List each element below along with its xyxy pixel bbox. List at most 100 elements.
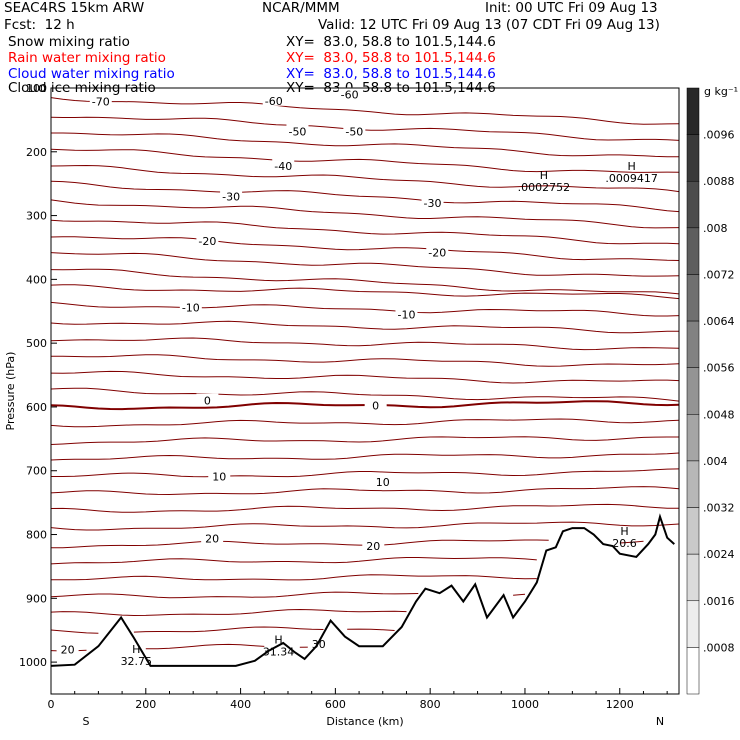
colorbar-unit: g kg⁻¹ xyxy=(704,85,738,98)
contour-label-bg xyxy=(262,93,285,106)
contour-labels: -70 -60 -60 -50 -50 -40 -30 -30 -20 -20 -10 -10 0 0 10… xyxy=(56,87,449,656)
valid-time: Valid: 12 UTC Fri 09 Aug 13 (07 CDT Fri … xyxy=(318,17,660,33)
extremum-value: 20.6 xyxy=(612,537,637,550)
colorbar-label: .0016 xyxy=(703,595,735,608)
contour-line xyxy=(51,468,680,478)
extremum-mark: H xyxy=(620,525,628,538)
colorbar-label: .0008 xyxy=(703,641,735,654)
x-tick-label: 0 xyxy=(48,698,55,711)
colorbar-swatch xyxy=(686,553,700,602)
contour-line xyxy=(50,452,680,461)
contour-label-bg xyxy=(201,531,224,544)
colorbar-label: .008 xyxy=(703,222,728,235)
contour-label: -30 xyxy=(222,190,240,203)
colorbar-label: .004 xyxy=(703,455,728,468)
y-axis-label: Pressure (hPa) xyxy=(4,352,17,431)
contour-label: 10 xyxy=(376,476,390,489)
contour-label: -40 xyxy=(274,160,292,173)
terrain-line xyxy=(50,513,675,667)
contour-line xyxy=(50,219,680,245)
x-tick-label: 600 xyxy=(325,698,346,711)
contour-label-bg xyxy=(272,158,295,171)
x-tick-label: 200 xyxy=(135,698,156,711)
y-tick-label: 200 xyxy=(26,146,47,159)
contour-line xyxy=(50,199,680,229)
contour-label: -60 xyxy=(265,95,283,108)
contour-line xyxy=(50,503,680,513)
colorbar-swatch xyxy=(686,507,700,555)
colorbar-swatch xyxy=(686,180,700,229)
colorbar-swatch xyxy=(686,367,700,415)
contour-label-bg xyxy=(208,469,231,482)
contour-line xyxy=(50,521,680,531)
contour-line xyxy=(50,284,680,300)
extremum-mark: H xyxy=(132,643,140,656)
x-axis-label: Distance (km) xyxy=(326,715,403,728)
y-tick-label: 700 xyxy=(26,465,47,478)
contour-label: 10 xyxy=(212,470,226,483)
x-tick-label: 400 xyxy=(230,698,251,711)
contour-line xyxy=(50,301,680,317)
temperature-contours xyxy=(50,97,680,652)
field-xy-cloud-water: XY= 83.0, 58.8 to 101.5,144.6 xyxy=(286,66,496,82)
contour-line xyxy=(50,268,680,295)
x-tick-label: 1000 xyxy=(511,698,539,711)
colorbar-label: .0056 xyxy=(703,362,735,375)
colorbar-swatch xyxy=(686,320,700,368)
contour-line xyxy=(50,418,680,428)
contour-label-bg xyxy=(362,539,385,552)
contour-label: 20 xyxy=(205,532,219,545)
contour-line xyxy=(50,236,680,261)
x-tick-label: 1200 xyxy=(606,698,634,711)
extremum-mark: H xyxy=(627,160,635,173)
contour-label: -10 xyxy=(182,301,200,314)
field-name-rain: Rain water mixing ratio xyxy=(8,50,166,66)
contour-line xyxy=(50,164,680,193)
contour-line xyxy=(50,436,679,445)
contour-label-bg xyxy=(421,195,444,208)
contour-label: -10 xyxy=(397,308,415,321)
model-title: SEAC4RS 15km ARW xyxy=(4,0,145,16)
contour-label: -20 xyxy=(198,235,216,248)
contour-label: -50 xyxy=(288,125,306,138)
colorbar-swatch xyxy=(686,414,700,462)
extremum-value: .0002752 xyxy=(518,181,571,194)
contour-line xyxy=(50,591,526,599)
colorbar-label: .0088 xyxy=(703,175,735,188)
contour-label-bg xyxy=(196,234,219,247)
y-tick-label: 100 xyxy=(26,82,47,95)
contour-label-bg xyxy=(426,245,449,258)
contour-label-bg xyxy=(179,300,202,313)
y-tick-label: 300 xyxy=(26,210,47,223)
extremum-value: 32.75 xyxy=(121,655,153,668)
y-axis: 1000 900 800 700 600 500 400 300 200 100 xyxy=(19,82,57,669)
contour-line xyxy=(51,354,680,367)
center-label: NCAR/MMM xyxy=(262,0,340,16)
colorbar-label: .0096 xyxy=(703,129,735,142)
x-axis: 0 200 400 600 800 1000 1200 xyxy=(48,688,668,711)
contour-line xyxy=(51,132,679,158)
forecast-hour: Fcst: 12 h xyxy=(4,17,75,33)
x-tick-label: 800 xyxy=(420,698,441,711)
contour-line xyxy=(50,486,680,496)
contour-label-bg xyxy=(56,642,79,655)
contour-label-bg xyxy=(343,124,366,137)
contour-line xyxy=(50,626,395,634)
colorbar-label: .0048 xyxy=(703,408,735,421)
y-tick-label: 800 xyxy=(26,529,47,542)
contour-label-bg xyxy=(364,398,387,411)
colorbar-label: .0024 xyxy=(703,548,735,561)
field-xy-snow: XY= 83.0, 58.8 to 101.5,144.6 xyxy=(286,34,496,50)
colorbar-swatch xyxy=(686,647,700,695)
contour-line xyxy=(50,148,680,173)
contour-label-bg xyxy=(371,475,394,488)
colorbar-swatch xyxy=(686,87,700,135)
contour-label-bg xyxy=(89,94,112,107)
contour-line xyxy=(50,252,680,277)
contour-label: -30 xyxy=(424,197,442,210)
contour-label: -60 xyxy=(341,88,359,101)
contour-line xyxy=(50,320,680,334)
y-tick-label: 600 xyxy=(26,401,47,414)
